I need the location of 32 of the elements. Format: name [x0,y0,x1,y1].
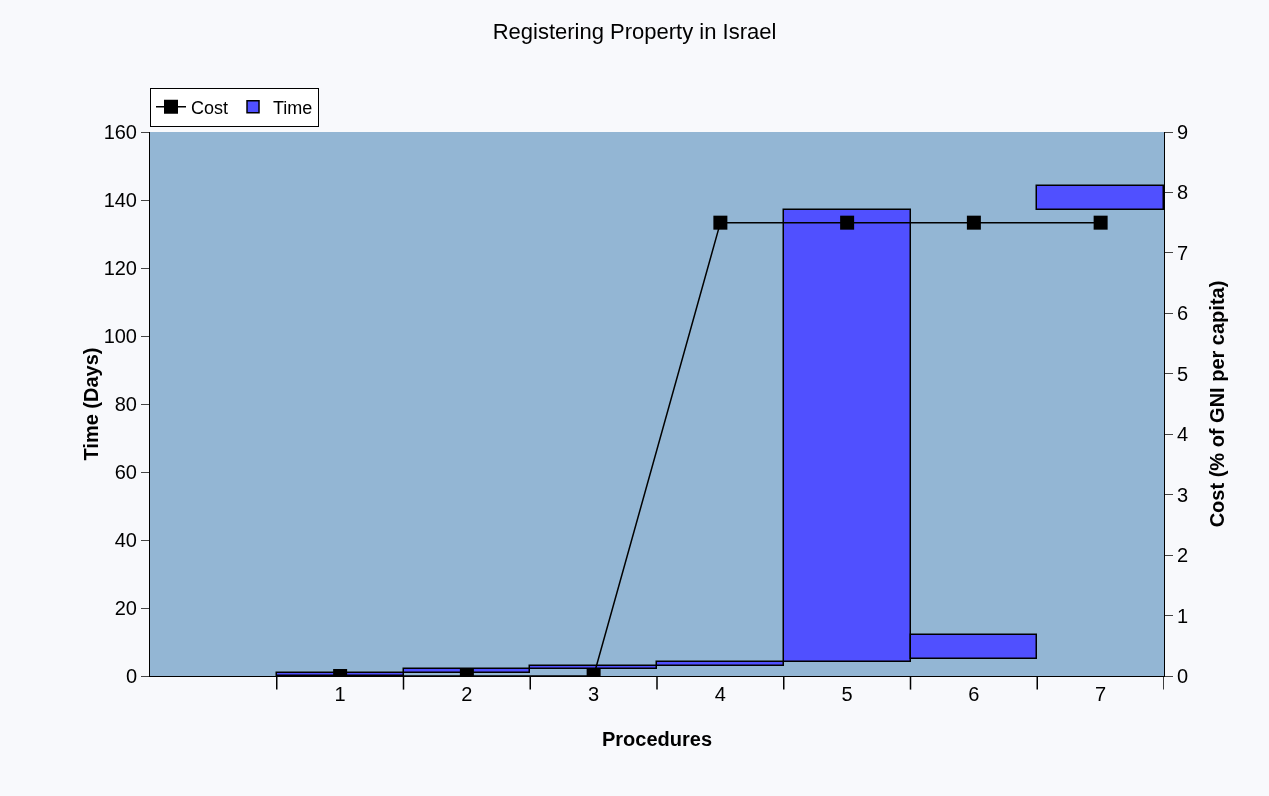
y2-tick-label: 5 [1177,362,1189,385]
x-tick-label: 7 [1095,683,1107,705]
y-axis-title: Time (Days) [79,347,102,461]
y2-tick-label: 2 [1177,544,1189,567]
x-tick-label: 2 [461,683,473,705]
y-tick-label: 40 [114,529,137,551]
y2-tick-label: 7 [1177,241,1189,264]
y2-tick-label: 1 [1177,604,1189,627]
x-tick-label: 3 [588,683,600,705]
y-tick-label: 100 [103,325,137,347]
y-tick-label: 0 [125,665,137,687]
x-tick-label: 6 [968,683,980,705]
y2-tick-label: 9 [1177,121,1189,143]
y2-tick-label: 4 [1177,423,1189,446]
y2-tick-label: 6 [1177,302,1189,325]
x-tick-label: 5 [841,683,853,705]
y-tick-label: 60 [114,461,137,483]
y2-tick-label: 3 [1177,483,1189,506]
legend-label: Time [273,97,313,118]
y-tick-label: 80 [114,393,137,415]
y-tick-label: 20 [114,597,137,619]
chart-title: Registering Property in Israel [492,19,777,45]
y2-tick-label: 0 [1177,665,1189,687]
x-axis-title: Procedures [601,728,713,750]
y-tick-label: 140 [103,189,137,211]
legend-label: Cost [191,97,229,118]
x-tick-label: 4 [714,683,726,705]
x-tick-label: 1 [334,683,346,705]
y-tick-label: 160 [103,121,137,143]
y-tick-label: 120 [103,257,137,279]
y2-tick-label: 8 [1177,181,1189,204]
y2-axis-title: Cost (% of GNI per capita) [1206,280,1228,528]
